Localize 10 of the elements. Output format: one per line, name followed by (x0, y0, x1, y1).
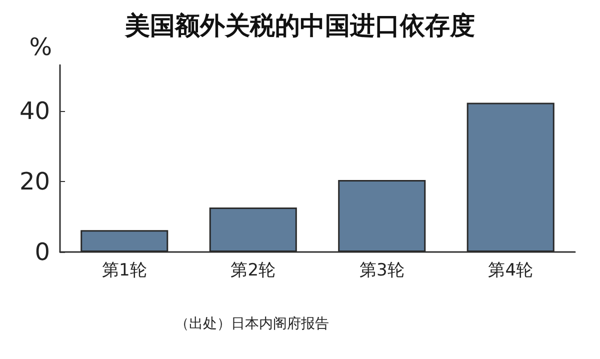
x-tick-label: 第1轮 (102, 260, 147, 280)
x-tick-label: 第2轮 (230, 260, 276, 280)
x-tick-label: 第4轮 (488, 260, 534, 280)
x-tick-label: 第3轮 (359, 260, 404, 280)
chart-title: 美国额外关税的中国进口依存度 (124, 11, 475, 40)
y-tick-label: 20 (19, 167, 50, 196)
y-tick-label: 40 (19, 96, 50, 125)
y-axis-title: % (29, 33, 52, 61)
y-tick-label: 0 (34, 238, 50, 266)
text: （出处）日本内阁府报告 (175, 316, 329, 332)
